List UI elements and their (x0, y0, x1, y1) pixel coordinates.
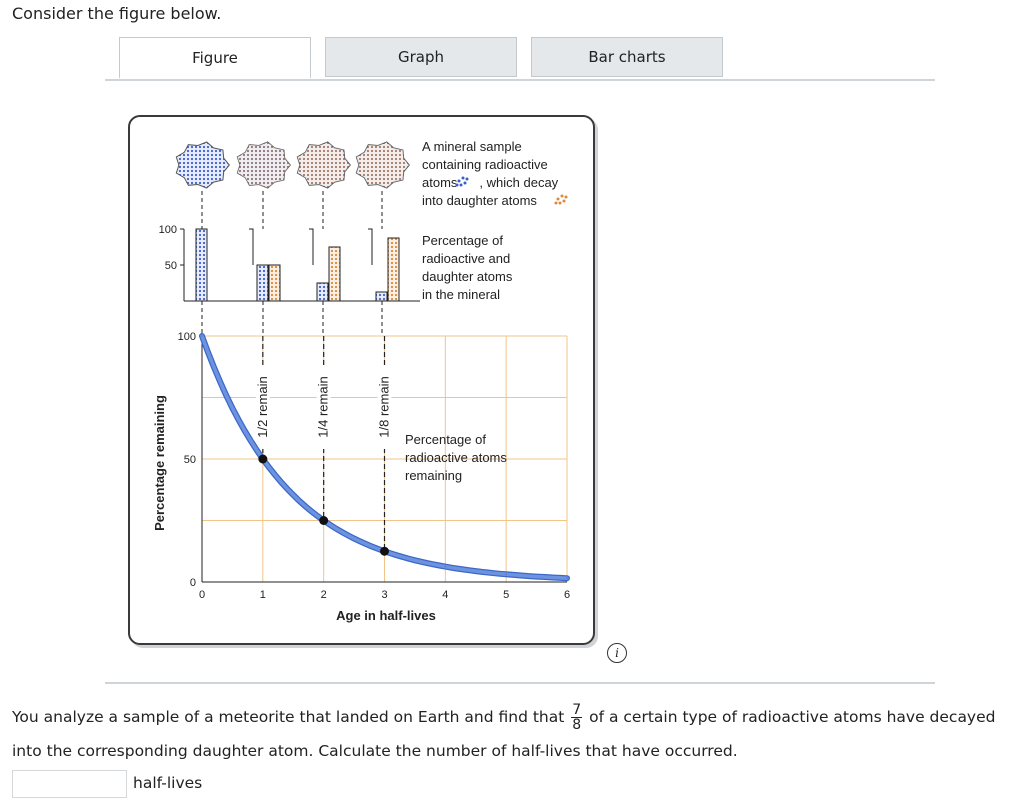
remain-label: 1/8 remain (377, 376, 392, 437)
bar-caption-1: Percentage of (422, 233, 503, 248)
bar-bracket (309, 228, 314, 265)
x-tick-label: 4 (442, 589, 448, 601)
remain-label: 1/4 remain (316, 376, 331, 437)
mineral-samples (175, 141, 410, 189)
highlighted-point (380, 546, 389, 556)
mineral-caption-5: into daughter atoms (422, 193, 537, 208)
y-tick-label: 100 (178, 331, 196, 343)
bar-radioactive (256, 264, 269, 302)
curve-caption-2: radioactive atoms (405, 450, 507, 465)
bar-radioactive (316, 282, 329, 302)
composition-bars (195, 228, 400, 302)
bar-caption-3: daughter atoms (422, 269, 513, 284)
x-tick-label: 0 (199, 589, 205, 601)
bar-caption-4: in the mineral (422, 287, 500, 302)
bar-bracket (368, 228, 373, 265)
curve-data-point (505, 573, 507, 575)
remain-label: 1/2 remain (255, 376, 270, 437)
x-tick-label: 2 (321, 589, 327, 601)
mineral-mix-overlay (237, 142, 291, 188)
y-tick-label: 0 (190, 577, 196, 589)
highlighted-point (258, 454, 268, 464)
fraction-denominator: 8 (572, 717, 582, 733)
y-axis-ticks: 100 50 0 (178, 331, 196, 589)
remain-label-background (255, 365, 270, 449)
bar-radioactive (375, 291, 388, 302)
bar-radioactive (195, 228, 208, 302)
highlighted-points (258, 454, 389, 556)
mineral-sample (355, 141, 410, 189)
mineral-sample (175, 141, 230, 189)
fraction-seven-eighths: 7 8 (571, 702, 583, 733)
divider (105, 682, 935, 684)
mineral-mix-overlay (356, 142, 410, 188)
y-axis-label: Percentage remaining (152, 395, 167, 531)
question-part-2: of a certain type of radioactive atoms h… (12, 708, 996, 760)
curve-data-point (566, 577, 568, 579)
answer-input[interactable] (12, 770, 127, 798)
remain-labels: 1/2 remain 1/4 remain 1/8 remain (255, 365, 392, 449)
x-tick-label: 6 (564, 589, 570, 601)
remain-label-background (316, 365, 331, 449)
x-axis-ticks: 0 1 2 3 4 5 6 (199, 589, 570, 601)
x-tick-label: 5 (503, 589, 509, 601)
curve-data-point (444, 566, 446, 568)
figure-panel: A mineral sample containing radioactive … (128, 115, 595, 645)
bar-daughter (268, 264, 281, 302)
tab-graph[interactable]: Graph (325, 37, 517, 77)
x-tick-label: 1 (260, 589, 266, 601)
mineral-caption-decay: , which decay (479, 175, 558, 190)
bar-bracket (249, 228, 254, 265)
remain-label-background (377, 365, 392, 449)
x-axis-label: Age in half-lives (336, 608, 436, 623)
tab-bar: Figure Graph Bar charts (105, 37, 935, 81)
mineral-sample (236, 141, 291, 189)
mineral-sample (296, 141, 351, 189)
mineral-shape (175, 141, 230, 189)
mineral-mix-overlay (297, 142, 351, 188)
half-life-figure: A mineral sample containing radioactive … (152, 139, 570, 623)
mineral-caption-atoms: atoms (422, 175, 458, 190)
curve-data-point (201, 335, 203, 337)
question-part-1: You analyze a sample of a meteorite that… (12, 708, 565, 726)
mineral-caption-1: A mineral sample (422, 139, 522, 154)
answer-unit: half-lives (133, 774, 203, 792)
x-tick-label: 3 (381, 589, 387, 601)
daughter-atom-icon (554, 194, 568, 205)
fraction-numerator: 7 (571, 702, 583, 718)
y-tick-label: 50 (184, 454, 196, 466)
bar-caption-2: radioactive and (422, 251, 510, 266)
bar-axis-tick-50: 50 (165, 260, 177, 272)
question-text: You analyze a sample of a meteorite that… (12, 700, 1002, 768)
tab-bar-charts[interactable]: Bar charts (531, 37, 723, 77)
bar-daughter (328, 246, 341, 302)
highlighted-point (319, 516, 329, 525)
tab-figure[interactable]: Figure (119, 37, 311, 79)
info-icon[interactable]: i (607, 643, 627, 663)
curve-caption-1: Percentage of (405, 432, 486, 447)
bar-axis-tick-100: 100 (159, 224, 177, 236)
prompt-text: Consider the figure below. (12, 4, 222, 23)
bar-daughter (387, 237, 400, 302)
mineral-caption-2: containing radioactive (422, 157, 548, 172)
mineral-caption-3: atoms , which decay (422, 175, 559, 190)
curve-caption-3: remaining (405, 468, 462, 483)
radioactive-atom-icon (455, 176, 469, 187)
